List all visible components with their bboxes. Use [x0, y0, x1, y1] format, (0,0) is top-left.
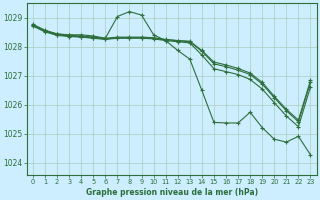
X-axis label: Graphe pression niveau de la mer (hPa): Graphe pression niveau de la mer (hPa): [86, 188, 258, 197]
